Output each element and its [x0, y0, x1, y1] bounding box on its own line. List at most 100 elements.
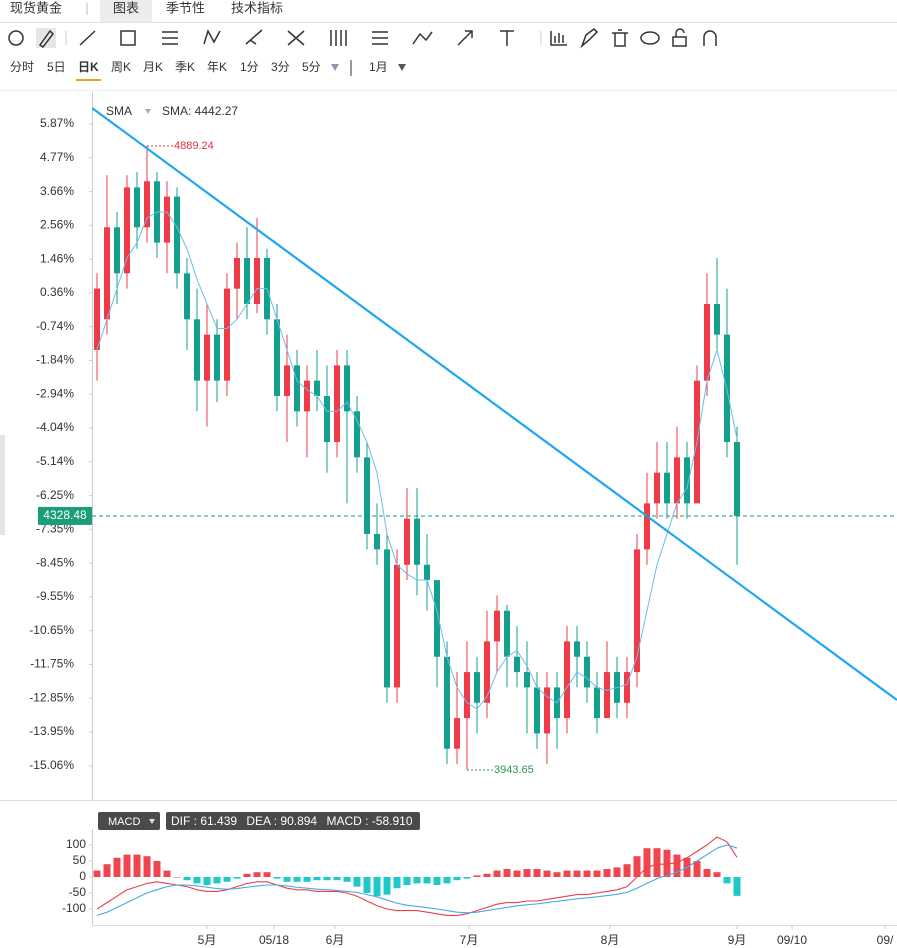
y-tick-label: -13.95% — [29, 724, 74, 738]
macd-bar — [233, 877, 241, 879]
macd-bar — [283, 877, 291, 882]
macd-bar — [733, 877, 741, 896]
candle-body — [524, 672, 530, 688]
tool-icon[interactable] — [8, 30, 24, 46]
candle-body — [434, 580, 440, 657]
y-tick-label: -1.84% — [36, 353, 74, 367]
tool-icon[interactable] — [162, 31, 178, 45]
tool-icon[interactable] — [245, 29, 263, 45]
tool-icon[interactable] — [550, 31, 567, 46]
tool-icon[interactable] — [330, 30, 347, 46]
tool-icon[interactable] — [287, 30, 305, 46]
y-tick-label: -0.74% — [36, 319, 74, 333]
tab[interactable]: 季节性 — [166, 0, 205, 15]
period[interactable]: 年K — [207, 60, 227, 74]
macd-bar — [303, 877, 311, 882]
candle-body — [144, 181, 150, 228]
macd-bar — [713, 872, 721, 877]
period-bar: 分时 5日 日K 周K 月K 季K 年K 1分 3分 5分 — [10, 60, 321, 74]
tool-icon[interactable] — [457, 30, 473, 46]
candle-body — [174, 196, 180, 274]
dropdown-arrow[interactable] — [145, 109, 151, 114]
candle-body — [604, 672, 610, 719]
dropdown-arrow — [149, 819, 155, 824]
last-price-box — [38, 506, 92, 525]
period[interactable]: 周K — [111, 60, 131, 74]
period[interactable]: 5日 — [47, 60, 66, 74]
tool-icon[interactable] — [672, 36, 687, 47]
tab[interactable]: 技术指标 — [231, 0, 283, 15]
candle-body — [714, 303, 720, 335]
period[interactable]: 季K — [175, 60, 195, 74]
y-tick-label: 100 — [66, 837, 86, 851]
macd-plot — [93, 836, 741, 916]
macd-bar — [173, 877, 181, 878]
macd-bar — [453, 877, 461, 881]
tool-icon[interactable] — [500, 30, 514, 46]
macd-bar — [343, 877, 351, 882]
tool-icon[interactable] — [372, 31, 388, 45]
macd-line — [96, 836, 738, 916]
last-price-label: 4328.48 — [43, 508, 87, 522]
candle-body — [314, 380, 320, 396]
candle-body — [94, 288, 100, 350]
candle-body — [484, 641, 490, 703]
macd-bar — [483, 873, 491, 877]
trend-line[interactable] — [92, 107, 897, 701]
tool-icon[interactable] — [612, 29, 628, 47]
low-label: 3943.65 — [494, 764, 534, 776]
toolbar — [8, 28, 717, 49]
macd-bar — [583, 870, 591, 877]
candle-body — [624, 672, 630, 703]
candle-body — [474, 672, 480, 703]
tab-bar — [0, 0, 897, 22]
y-tick-label: -100 — [62, 901, 86, 915]
macd-bar — [153, 861, 161, 877]
tool-icon[interactable] — [580, 28, 599, 49]
macd-bar — [383, 877, 391, 895]
tool-icon[interactable] — [640, 31, 660, 45]
macd-bar — [613, 867, 621, 877]
y-tick-label: -6.25% — [36, 488, 74, 502]
candle-body — [684, 457, 690, 504]
period[interactable]: 月K — [143, 60, 163, 74]
range-selector[interactable]: 1月 — [369, 60, 388, 74]
y-tick-label: -9.55% — [36, 589, 74, 603]
period[interactable]: 5分 — [302, 60, 321, 74]
candle-body — [664, 472, 670, 504]
y-tick-label: 50 — [73, 853, 87, 867]
period[interactable]: 日K — [78, 60, 99, 74]
period[interactable]: 3分 — [271, 60, 290, 74]
macd-bar — [663, 849, 671, 877]
candle-body — [634, 549, 640, 673]
y-tick-label: 1.46% — [40, 251, 74, 265]
tool-icon[interactable] — [79, 30, 96, 46]
period[interactable]: 分时 — [10, 60, 34, 74]
macd-bar — [673, 854, 681, 877]
readout-item: MACD : -58.910 — [326, 814, 412, 828]
side-handle[interactable] — [0, 435, 5, 535]
macd-bar — [423, 877, 431, 884]
x-tick-label: 8月 — [601, 933, 620, 947]
tool-icon[interactable] — [412, 31, 433, 45]
tool-icon[interactable] — [203, 29, 221, 45]
candle-body — [564, 641, 570, 719]
macd-bar — [513, 870, 521, 877]
tool-icon[interactable] — [120, 30, 136, 46]
tool-icon[interactable] — [703, 30, 717, 46]
tool-icon[interactable] — [38, 29, 54, 49]
candle-body — [274, 319, 280, 396]
candle-body — [254, 257, 260, 304]
indicator-selector[interactable] — [98, 812, 160, 830]
dropdown-arrow[interactable] — [331, 64, 339, 71]
tool-icon[interactable] — [675, 28, 685, 37]
macd-bar — [223, 877, 231, 882]
period[interactable]: 1分 — [240, 60, 259, 74]
macd-bar — [133, 854, 141, 877]
tab[interactable]: 图表 — [113, 0, 139, 15]
macd-bar — [143, 856, 151, 877]
candle-body — [114, 227, 120, 274]
macd-bar — [103, 864, 111, 877]
dropdown-arrow[interactable] — [398, 64, 406, 71]
